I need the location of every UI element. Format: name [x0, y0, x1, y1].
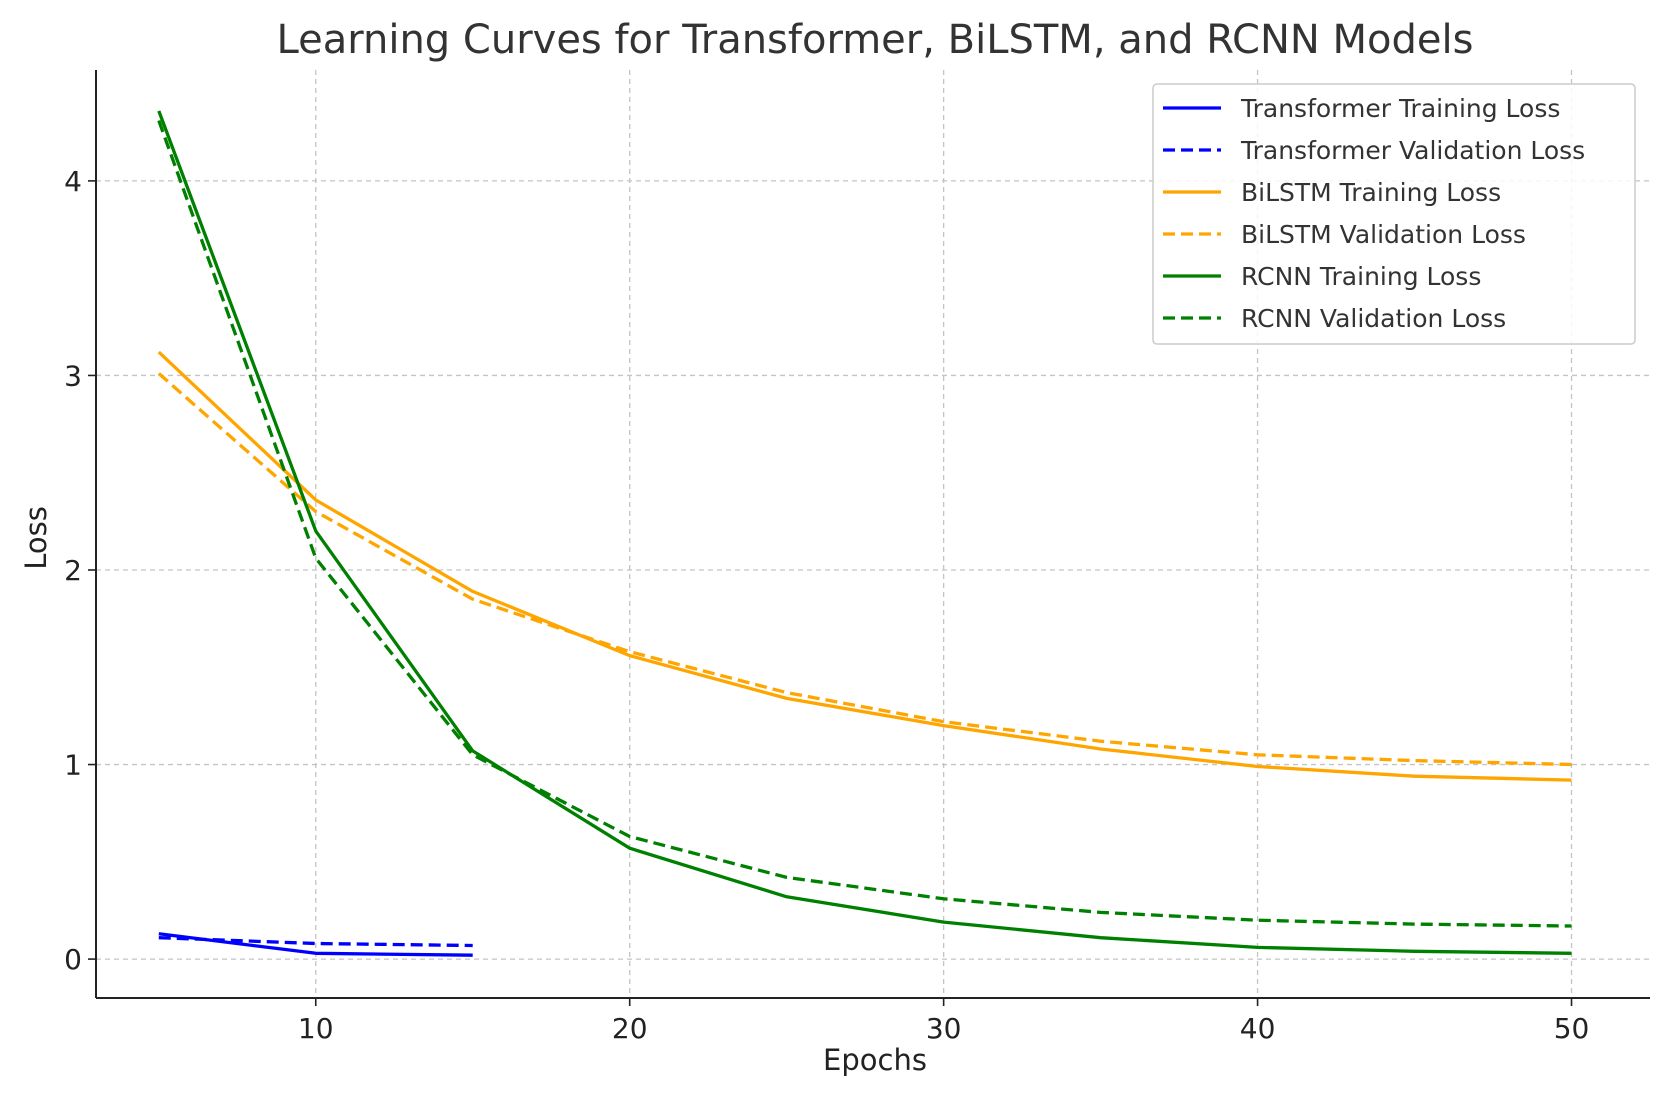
legend: Transformer Training Loss Transformer Val…	[1152, 83, 1636, 345]
x-tick-label: 40	[1240, 1012, 1276, 1045]
legend-label: RCNN Training Loss	[1241, 262, 1481, 291]
chart-title: Learning Curves for Transformer, BiLSTM,…	[277, 17, 1474, 63]
x-tick-label: 20	[612, 1012, 648, 1045]
tick-labels: 10 20 30 40 50 0 1 2 3 4	[64, 165, 1589, 1045]
axes	[95, 70, 1650, 999]
x-axis-label: Epochs	[823, 1043, 927, 1077]
x-tick-label: 50	[1554, 1012, 1590, 1045]
series-line	[157, 350, 1572, 782]
series-line	[158, 936, 473, 948]
x-tick-label: 30	[926, 1012, 962, 1045]
y-tick-label: 0	[64, 943, 82, 976]
series-line	[157, 372, 1572, 767]
y-tick-label: 4	[64, 165, 82, 198]
series-line	[158, 932, 473, 957]
y-axis-label: Loss	[19, 506, 53, 570]
series-line	[157, 110, 1572, 955]
legend-label: BiLSTM Validation Loss	[1241, 220, 1526, 249]
x-tick-label: 10	[298, 1012, 334, 1045]
series-lines	[157, 110, 1572, 957]
y-tick-label: 1	[64, 749, 82, 782]
series-line	[157, 120, 1572, 928]
legend-label: RCNN Validation Loss	[1241, 304, 1506, 333]
y-tick-label: 2	[64, 554, 82, 587]
legend-box	[1152, 83, 1636, 345]
legend-label: Transformer Validation Loss	[1240, 136, 1585, 165]
legend-label: BiLSTM Training Loss	[1241, 178, 1501, 207]
legend-label: Transformer Training Loss	[1240, 94, 1560, 123]
y-tick-label: 3	[64, 359, 82, 392]
